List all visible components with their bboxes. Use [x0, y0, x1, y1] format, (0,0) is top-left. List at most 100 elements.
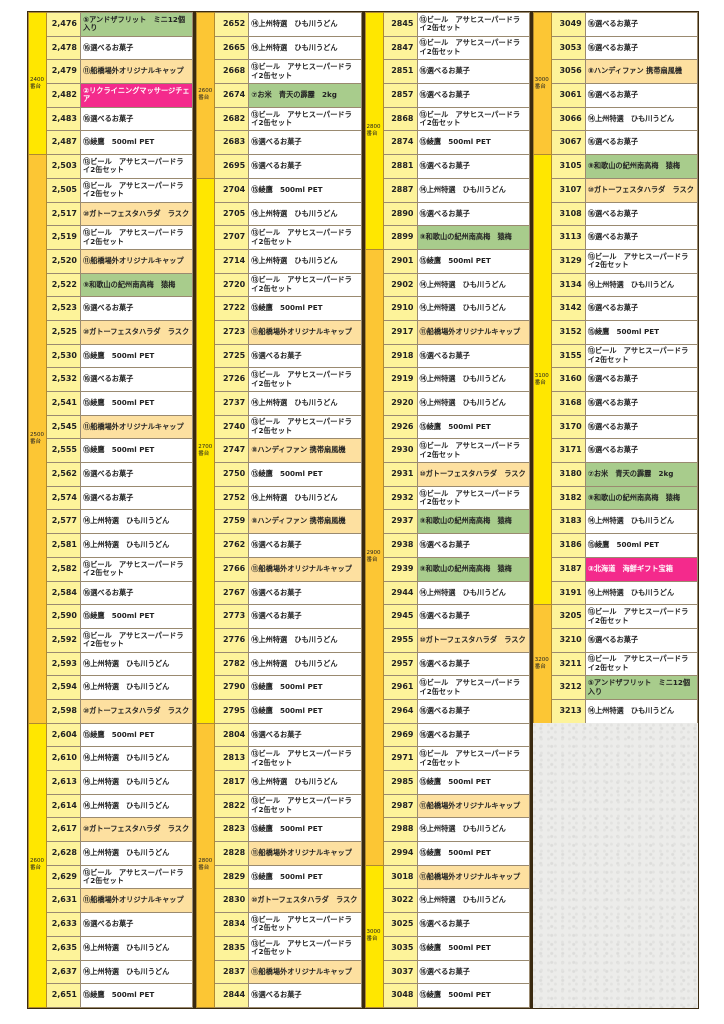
prize-name: ⑭上州特選 ひも川うどん	[79, 793, 194, 819]
prize-name: ⑮綾鷹 500ml PET	[584, 319, 699, 345]
ticket-number: 2737	[214, 391, 250, 416]
ticket-number: 2,577	[46, 509, 81, 535]
table-row: 2,590 ⑮綾鷹 500ml PET	[29, 604, 194, 629]
table-row: 2987 ⑪船橋場外オリジナルキャップ	[365, 793, 530, 819]
table-row: 2,584 ⑯選べるお菓子	[29, 580, 194, 606]
ticket-number: 3066	[550, 106, 586, 132]
prize-name: ②リクライニングマッサージチェア	[79, 83, 194, 108]
table-row: 2881 ⑯選べるお菓子	[365, 154, 530, 179]
prize-name: ⑯選べるお菓子	[584, 130, 699, 156]
ticket-number: 2723	[214, 319, 250, 345]
ticket-number: 2740	[214, 414, 250, 440]
prize-name: ⑮綾鷹 500ml PET	[416, 935, 530, 961]
ticket-number: 2847	[382, 35, 418, 61]
table-row: 2400番台 2,476 ⑤アンドザフリット ミニ12個入り	[28, 11, 194, 156]
ticket-number: 2759	[214, 509, 250, 535]
ticket-number: 2695	[214, 154, 250, 179]
ticket-number: 2704	[214, 177, 250, 203]
prize-name: ⑯選べるお菓子	[416, 201, 530, 227]
ticket-number: 2918	[382, 343, 418, 369]
table-column: 2400番台 2,476 ⑤アンドザフリット ミニ12個入り 2,478 ⑯選べるお菓子…	[28, 11, 194, 1008]
table-row: 2,633 ⑯選べるお菓子	[29, 912, 194, 937]
table-row: 2,594 ⑭上州特選 ひも川うどん	[29, 675, 194, 700]
prize-name: ⑯選べるお菓子	[416, 722, 530, 748]
prize-name: ⑯選べるお菓子	[584, 438, 699, 464]
table-row: 2868 ⑬ビール アサヒスーパードライ2缶セット	[365, 106, 530, 132]
table-row: 2988 ⑭上州特選 ひも川うどん	[365, 817, 530, 843]
prize-name: ⑯選べるお菓子	[584, 35, 699, 61]
table-row: 2800番台 2804 ⑯選べるお菓子	[196, 722, 362, 1008]
ticket-number: 2,613	[46, 770, 81, 795]
ticket-number: 2874	[382, 130, 418, 156]
prize-name: ⑬ビール アサヒスーパードライ2缶セット	[416, 12, 530, 37]
prize-name: ⑯選べるお菓子	[248, 983, 362, 1008]
table-row: 3142 ⑯選べるお菓子	[533, 296, 699, 321]
prize-name: ⑭上州特選 ひも川うどん	[79, 533, 194, 558]
prize-name: ⑯選べるお菓子	[416, 604, 530, 629]
table-row: 3108 ⑯選べるお菓子	[533, 201, 699, 227]
prize-name: ⑯選べるお菓子	[416, 533, 530, 558]
ticket-number: 3210	[550, 627, 586, 653]
ticket-number: 3018	[382, 864, 418, 890]
prize-name: ⑯選べるお菓子	[416, 343, 530, 369]
ticket-number: 2,555	[46, 438, 81, 464]
ticket-number: 3107	[550, 177, 586, 203]
table-row: 2939 ⑨和歌山の紀州南高梅 猿梅	[365, 556, 530, 582]
ticket-number: 2834	[214, 912, 250, 937]
ticket-number: 2720	[214, 272, 250, 298]
prize-name: ⑮綾鷹 500ml PET	[416, 248, 530, 274]
prize-name: ⑭上州特選 ひも川うどん	[416, 817, 530, 843]
table-row: 2773 ⑯選べるお菓子	[197, 604, 362, 629]
table-row: 2,482 ②リクライニングマッサージチェア	[29, 83, 194, 108]
table-row: 2,519 ⑬ビール アサヒスーパードライ2缶セット	[29, 225, 194, 250]
prize-name: ⑩ガトーフェスタハラダ ラスク	[79, 817, 194, 843]
ticket-number: 2668	[214, 59, 250, 85]
prize-name: ⑯選べるお菓子	[416, 83, 530, 108]
prize-name: ⑯選べるお菓子	[79, 106, 194, 132]
prize-name: ⑭上州特選 ひも川うどん	[248, 12, 362, 37]
prize-name: ⑩ガトーフェスタハラダ ラスク	[79, 698, 194, 724]
table-row: 2,532 ⑯選べるお菓子	[29, 367, 194, 392]
ticket-number: 2752	[214, 485, 250, 511]
ticket-number: 3160	[550, 367, 586, 392]
table-row: 3022 ⑭上州特選 ひも川うどん	[365, 888, 530, 914]
ticket-number: 2790	[214, 675, 250, 700]
table-row: 2931 ⑩ガトーフェスタハラダ ラスク	[365, 462, 530, 487]
table-row: 3168 ⑯選べるお菓子	[533, 391, 699, 416]
prize-name: ⑭上州特選 ひも川うどん	[416, 296, 530, 321]
prize-name: ③北海道 海鮮ギフト宝箱	[584, 556, 699, 582]
table-row: 2830 ⑩ガトーフェスタハラダ ラスク	[197, 888, 362, 914]
table-row: 2,479 ⑪船橋場外オリジナルキャップ	[29, 59, 194, 85]
ticket-number: 2,628	[46, 841, 81, 866]
table-row: 2899 ⑨和歌山の紀州南高梅 猿梅	[365, 225, 530, 250]
ticket-number: 2830	[214, 888, 250, 914]
table-row: 2668 ⑬ビール アサヒスーパードライ2缶セット	[197, 59, 362, 85]
prize-name: ⑩ガトーフェスタハラダ ラスク	[416, 627, 530, 653]
ticket-number: 2782	[214, 651, 250, 677]
prize-name: ⑭上州特選 ひも川うどん	[79, 651, 194, 677]
group-label: 3000番台	[532, 11, 552, 156]
ticket-number: 2,614	[46, 793, 81, 819]
prize-name: ⑬ビール アサヒスーパードライ2缶セット	[248, 272, 362, 298]
ticket-number: 3053	[550, 35, 586, 61]
table-row: 2725 ⑯選べるお菓子	[197, 343, 362, 369]
ticket-number: 2945	[382, 604, 418, 629]
table-row: 2918 ⑯選べるお菓子	[365, 343, 530, 369]
prize-name: ⑤アンドザフリット ミニ12個入り	[584, 675, 699, 700]
table-row: 2,651 ⑮綾鷹 500ml PET	[29, 983, 194, 1008]
ticket-number: 2901	[382, 248, 418, 274]
table-row: 2847 ⑬ビール アサヒスーパードライ2缶セット	[365, 35, 530, 61]
ticket-number: 2705	[214, 201, 250, 227]
ticket-number: 2835	[214, 935, 250, 961]
table-row: 2737 ⑭上州特選 ひも川うどん	[197, 391, 362, 416]
prize-name: ⑭上州特選 ひも川うどん	[248, 770, 362, 795]
prize-name: ⑯選べるお菓子	[584, 367, 699, 392]
group-label: 2700番台	[196, 177, 216, 724]
prize-name: ⑯選べるお菓子	[416, 959, 530, 985]
table-row: 2919 ⑭上州特選 ひも川うどん	[365, 367, 530, 392]
table-row: 2747 ⑧ハンディファン 携帯扇風機	[197, 438, 362, 464]
table-row: 2759 ⑧ハンディファン 携帯扇風機	[197, 509, 362, 535]
table-row: 2,628 ⑭上州特選 ひも川うどん	[29, 841, 194, 866]
table-row: 2917 ⑪船橋場外オリジナルキャップ	[365, 319, 530, 345]
prize-name: ⑯選べるお菓子	[248, 580, 362, 606]
